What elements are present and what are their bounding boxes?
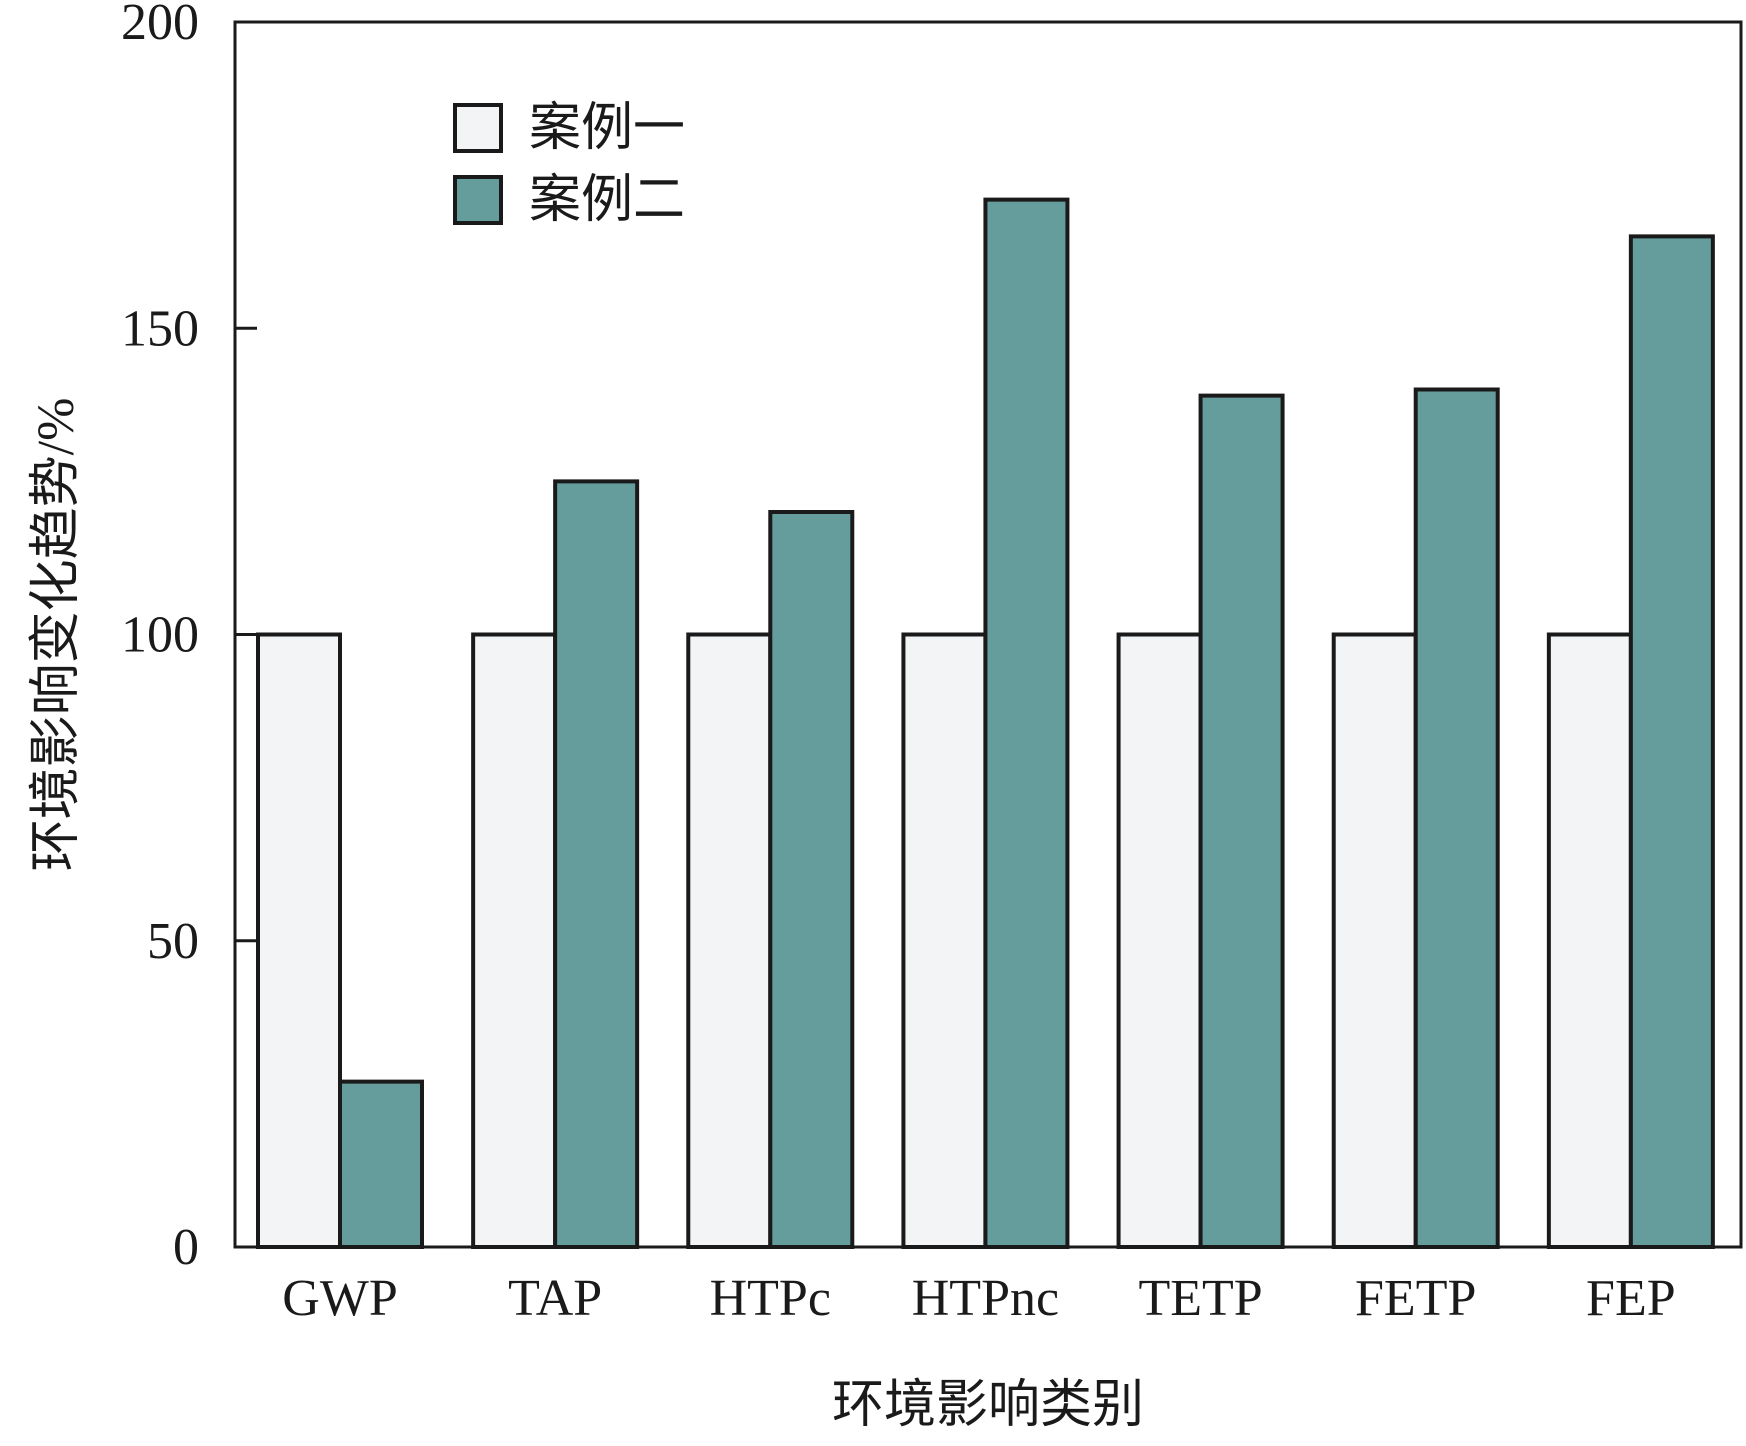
bar-2-tap [553, 479, 640, 1249]
bars-layer [256, 197, 1715, 1249]
bar-1-gwp [256, 632, 342, 1249]
y-tick-label: 50 [147, 913, 199, 970]
bar-2-htpc [768, 510, 855, 1249]
x-tick-label: FETP [1355, 1270, 1476, 1327]
x-tick-label: TETP [1138, 1270, 1262, 1327]
bar-1-tap [471, 632, 558, 1249]
bar-2-fetp [1413, 387, 1500, 1249]
bar-2-htpnc [983, 197, 1070, 1249]
bar-2-tetp [1198, 393, 1285, 1249]
x-tick-label: FEP [1586, 1270, 1676, 1327]
x-tick-label: TAP [508, 1270, 602, 1327]
bar-1-fetp [1331, 632, 1418, 1249]
y-tick-label: 150 [121, 300, 199, 357]
x-tick-label: GWP [282, 1270, 398, 1327]
bar-1-htpnc [901, 632, 988, 1249]
x-axis: GWP TAP HTPc HTPnc TETP FETP FEP [282, 1270, 1675, 1327]
bar-1-tetp [1116, 632, 1203, 1249]
legend-swatch-2 [453, 175, 503, 225]
y-tick-label: 100 [121, 607, 199, 664]
y-axis: 0 50 100 150 200 [121, 0, 257, 1276]
x-tick-label: HTPnc [912, 1270, 1059, 1327]
y-axis-title: 环境影响变化趋势/% [28, 398, 85, 872]
bar-1-fep [1546, 632, 1633, 1249]
y-tick-label: 200 [121, 0, 199, 51]
bar-2-fep [1628, 234, 1715, 1249]
y-tick-label: 0 [173, 1219, 199, 1276]
legend-label-2: 案例二 [529, 172, 685, 229]
x-axis-title: 环境影响类别 [832, 1377, 1144, 1434]
bar-1-htpc [686, 632, 773, 1249]
x-tick-label: HTPc [710, 1270, 831, 1327]
bar-2-gwp [338, 1079, 424, 1249]
legend-label-1: 案例一 [529, 100, 685, 157]
legend-swatch-1 [453, 103, 503, 153]
